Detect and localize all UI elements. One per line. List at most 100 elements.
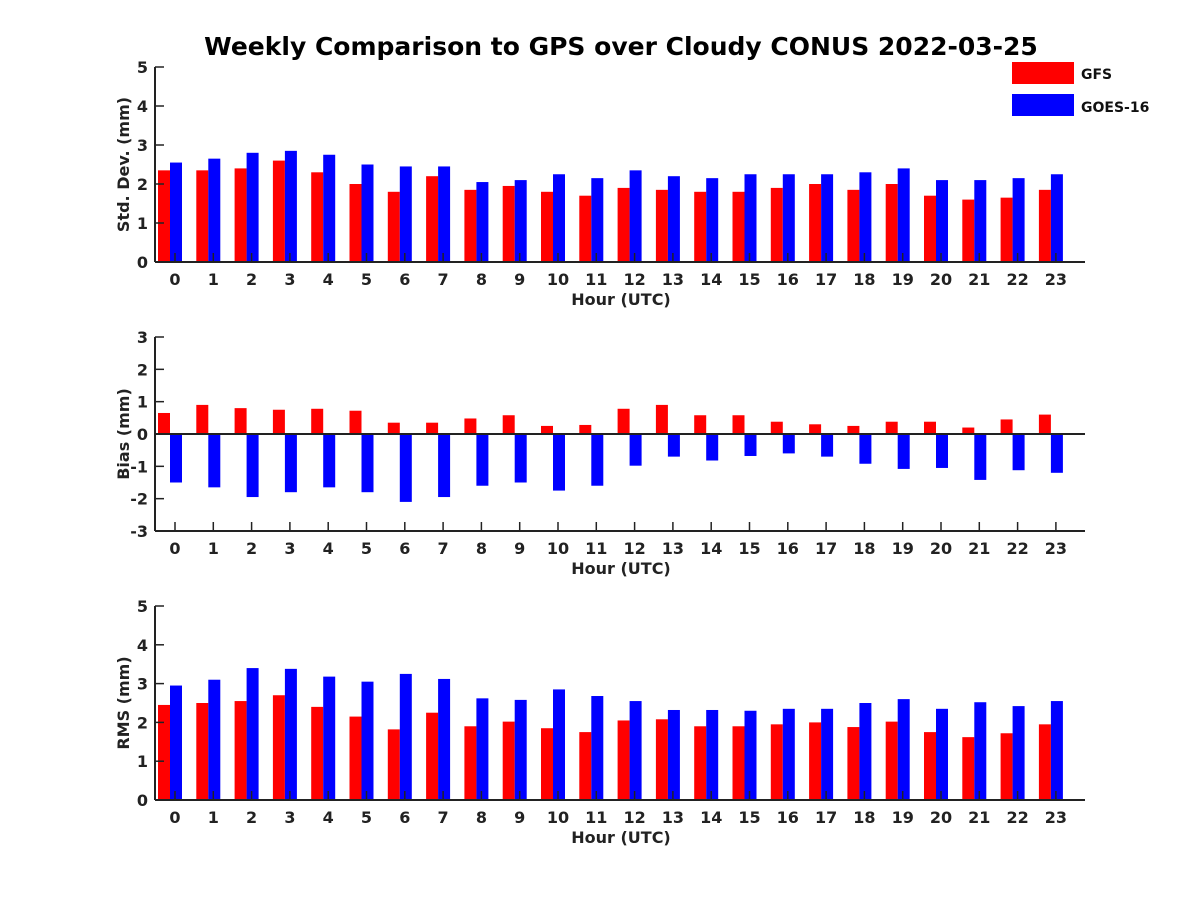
y-tick-label: 3 (137, 675, 148, 694)
x-tick-label: 6 (399, 808, 410, 827)
bar-goes16-hour-23 (1050, 174, 1063, 262)
x-tick-label: 20 (930, 808, 952, 827)
x-tick-label: 17 (815, 270, 837, 289)
bar-gfs-hour-19 (885, 421, 898, 434)
x-tick-label: 11 (585, 270, 607, 289)
bar-goes16-hour-10 (553, 434, 565, 491)
bar-gfs-hour-8 (464, 726, 477, 800)
bar-gfs-hour-7 (426, 176, 439, 262)
bar-goes16-hour-23 (1050, 434, 1063, 473)
bar-gfs-hour-2 (234, 408, 247, 434)
bar-goes16-hour-21 (974, 180, 987, 262)
bar-goes16-hour-22 (1012, 178, 1025, 262)
figure-title: Weekly Comparison to GPS over Cloudy CON… (204, 32, 1038, 61)
bar-gfs-hour-21 (962, 737, 975, 800)
bar-gfs-hour-22 (1000, 419, 1013, 434)
bar-goes16-hour-10 (553, 689, 565, 800)
bar-gfs-hour-3 (272, 409, 285, 434)
bar-goes16-hour-22 (1012, 434, 1025, 471)
bar-goes16-hour-3 (284, 434, 297, 493)
bar-goes16-hour-2 (246, 668, 259, 800)
x-tick-label: 19 (892, 808, 914, 827)
bar-gfs-hour-6 (387, 422, 400, 434)
y-tick-label: -1 (130, 457, 148, 476)
bar-goes16-hour-6 (399, 434, 412, 502)
bar-gfs-hour-12 (617, 187, 630, 262)
bar-goes16-hour-7 (438, 166, 451, 262)
bar-goes16-hour-1 (208, 434, 221, 488)
bar-goes16-hour-8 (476, 698, 489, 800)
bar-gfs-hour-10 (541, 191, 553, 262)
bar-gfs-hour-7 (426, 422, 439, 434)
x-tick-label: 4 (323, 270, 334, 289)
bar-gfs-hour-16 (770, 421, 783, 434)
bar-goes16-hour-17 (821, 708, 834, 800)
bar-gfs-hour-17 (809, 424, 822, 434)
x-tick-label: 12 (623, 270, 645, 289)
x-tick-label: 3 (284, 270, 295, 289)
x-tick-label: 13 (662, 808, 684, 827)
x-tick-label: 18 (853, 270, 875, 289)
x-tick-label: 5 (361, 539, 372, 558)
x-tick-label: 6 (399, 539, 410, 558)
bar-gfs-hour-17 (809, 722, 822, 800)
x-tick-label: 2 (246, 270, 257, 289)
x-tick-label: 18 (853, 539, 875, 558)
bar-goes16-hour-16 (782, 434, 795, 454)
bar-goes16-hour-20 (936, 180, 948, 262)
y-tick-label: 1 (137, 393, 148, 412)
bar-goes16-hour-21 (974, 702, 987, 800)
bar-gfs-hour-8 (464, 418, 477, 434)
x-tick-label: 1 (208, 539, 219, 558)
bar-goes16-hour-21 (974, 434, 987, 480)
bar-gfs-hour-20 (924, 421, 936, 434)
x-tick-label: 10 (547, 539, 569, 558)
bar-goes16-hour-18 (859, 172, 872, 262)
x-tick-label: 19 (892, 539, 914, 558)
bar-goes16-hour-15 (744, 434, 757, 456)
bar-gfs-hour-4 (311, 408, 324, 434)
bar-goes16-hour-14 (706, 434, 719, 461)
x-tick-label: 7 (438, 539, 449, 558)
bar-goes16-hour-9 (514, 180, 527, 262)
bar-gfs-hour-14 (694, 191, 707, 262)
x-tick-label: 21 (968, 808, 990, 827)
x-tick-label: 19 (892, 270, 914, 289)
x-tick-label: 4 (323, 539, 334, 558)
bar-goes16-hour-4 (323, 676, 336, 800)
bar-gfs-hour-15 (732, 726, 745, 800)
y-tick-label: 1 (137, 214, 148, 233)
bar-goes16-hour-18 (859, 703, 872, 800)
bar-goes16-hour-12 (629, 170, 642, 262)
bar-gfs-hour-16 (770, 187, 783, 262)
y-tick-label: -3 (130, 522, 148, 541)
bar-goes16-hour-19 (897, 168, 910, 262)
y-tick-label: 0 (137, 253, 148, 272)
bar-goes16-hour-23 (1050, 701, 1063, 800)
bar-goes16-hour-1 (208, 158, 221, 262)
x-tick-label: 8 (476, 539, 487, 558)
bar-gfs-hour-20 (924, 732, 936, 800)
x-tick-label: 18 (853, 808, 875, 827)
bar-goes16-hour-20 (936, 708, 948, 800)
y-tick-label: 2 (137, 713, 148, 732)
bar-gfs-hour-12 (617, 408, 630, 434)
bar-gfs-hour-0 (158, 704, 170, 800)
bar-gfs-hour-11 (579, 732, 592, 800)
bar-gfs-hour-11 (579, 195, 592, 262)
bar-gfs-hour-5 (349, 184, 362, 262)
bar-gfs-hour-7 (426, 712, 439, 800)
x-tick-label: 15 (738, 539, 760, 558)
x-tick-label: 10 (547, 270, 569, 289)
bar-gfs-hour-1 (196, 170, 209, 262)
bar-gfs-hour-12 (617, 720, 630, 800)
x-tick-label: 6 (399, 270, 410, 289)
legend-swatch-goes16 (1012, 94, 1074, 116)
x-tick-label: 17 (815, 808, 837, 827)
x-tick-label: 13 (662, 539, 684, 558)
x-tick-label: 23 (1045, 270, 1067, 289)
bar-gfs-hour-18 (847, 425, 860, 434)
